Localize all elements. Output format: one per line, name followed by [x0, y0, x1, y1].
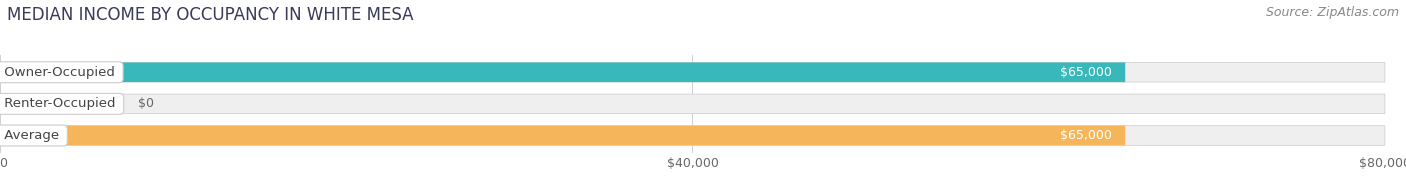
Text: $0: $0 — [139, 97, 155, 110]
Text: Owner-Occupied: Owner-Occupied — [0, 66, 120, 79]
FancyBboxPatch shape — [0, 63, 1125, 82]
FancyBboxPatch shape — [0, 63, 1385, 82]
FancyBboxPatch shape — [0, 94, 1385, 114]
Text: $65,000: $65,000 — [1060, 66, 1111, 79]
Text: MEDIAN INCOME BY OCCUPANCY IN WHITE MESA: MEDIAN INCOME BY OCCUPANCY IN WHITE MESA — [7, 6, 413, 24]
Text: Source: ZipAtlas.com: Source: ZipAtlas.com — [1265, 6, 1399, 19]
Text: Renter-Occupied: Renter-Occupied — [0, 97, 120, 110]
FancyBboxPatch shape — [0, 126, 1125, 145]
FancyBboxPatch shape — [0, 126, 1385, 145]
Text: $65,000: $65,000 — [1060, 129, 1111, 142]
FancyBboxPatch shape — [0, 94, 112, 114]
Text: Average: Average — [0, 129, 63, 142]
